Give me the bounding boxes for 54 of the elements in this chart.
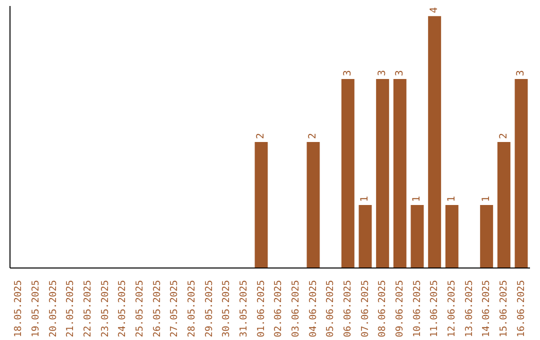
x-tick-label: 08.06.2025 bbox=[377, 280, 388, 338]
x-tick-label: 07.06.2025 bbox=[360, 280, 371, 338]
x-tick-label: 23.05.2025 bbox=[100, 280, 111, 338]
x-tick-label: 24.05.2025 bbox=[117, 280, 128, 338]
x-tick-label: 30.05.2025 bbox=[221, 280, 232, 338]
data-label: 1 bbox=[481, 196, 492, 202]
bar bbox=[497, 142, 510, 268]
x-tick-label: 22.05.2025 bbox=[82, 280, 94, 338]
x-tick-label: 15.06.2025 bbox=[498, 280, 510, 338]
bar bbox=[341, 79, 354, 268]
data-label: 1 bbox=[360, 196, 371, 202]
data-label: 4 bbox=[429, 7, 440, 14]
bar bbox=[445, 205, 458, 268]
x-tick-label: 26.05.2025 bbox=[152, 280, 163, 338]
x-tick-label: 10.06.2025 bbox=[412, 280, 423, 338]
data-label: 1 bbox=[412, 196, 423, 202]
bar bbox=[393, 79, 406, 268]
x-tick-label: 13.06.2025 bbox=[464, 280, 475, 338]
x-tick-label: 20.05.2025 bbox=[48, 280, 59, 338]
x-tick-label: 29.05.2025 bbox=[204, 280, 215, 338]
x-tick-label: 31.05.2025 bbox=[238, 280, 250, 338]
bar bbox=[480, 205, 494, 268]
data-label: 3 bbox=[342, 70, 354, 76]
bar bbox=[254, 142, 268, 268]
x-tick-label: 14.06.2025 bbox=[481, 280, 492, 338]
x-tick-label: 28.05.2025 bbox=[186, 280, 198, 338]
data-label: 3 bbox=[516, 70, 527, 76]
x-tick-label: 21.05.2025 bbox=[65, 280, 76, 338]
x-tick-label: 01.06.2025 bbox=[256, 280, 267, 338]
x-tick-label: 02.06.2025 bbox=[273, 280, 284, 338]
data-label: 1 bbox=[446, 196, 458, 202]
data-label: 3 bbox=[377, 70, 388, 76]
bar bbox=[410, 205, 424, 268]
data-label: 2 bbox=[256, 133, 267, 140]
data-label: 2 bbox=[498, 133, 510, 140]
x-tick-label: 25.05.2025 bbox=[134, 280, 146, 338]
bar bbox=[358, 205, 372, 268]
x-tick-label: 18.05.2025 bbox=[13, 280, 24, 338]
x-tick-label: 19.05.2025 bbox=[30, 280, 42, 338]
x-tick-label: 09.06.2025 bbox=[394, 280, 406, 338]
x-tick-label: 12.06.2025 bbox=[446, 280, 458, 338]
bar bbox=[306, 142, 320, 268]
x-tick-label: 27.05.2025 bbox=[169, 280, 180, 338]
x-tick-label: 11.06.2025 bbox=[429, 280, 440, 338]
bar bbox=[376, 79, 390, 268]
bar bbox=[428, 16, 442, 268]
x-tick-label: 16.06.2025 bbox=[516, 280, 527, 338]
x-tick-label: 06.06.2025 bbox=[342, 280, 354, 338]
bar bbox=[514, 79, 528, 268]
data-label: 3 bbox=[394, 70, 406, 76]
x-tick-label: 03.06.2025 bbox=[290, 280, 302, 338]
x-tick-label: 05.06.2025 bbox=[325, 280, 336, 338]
x-tick-label: 04.06.2025 bbox=[308, 280, 319, 338]
data-label: 2 bbox=[308, 133, 319, 140]
